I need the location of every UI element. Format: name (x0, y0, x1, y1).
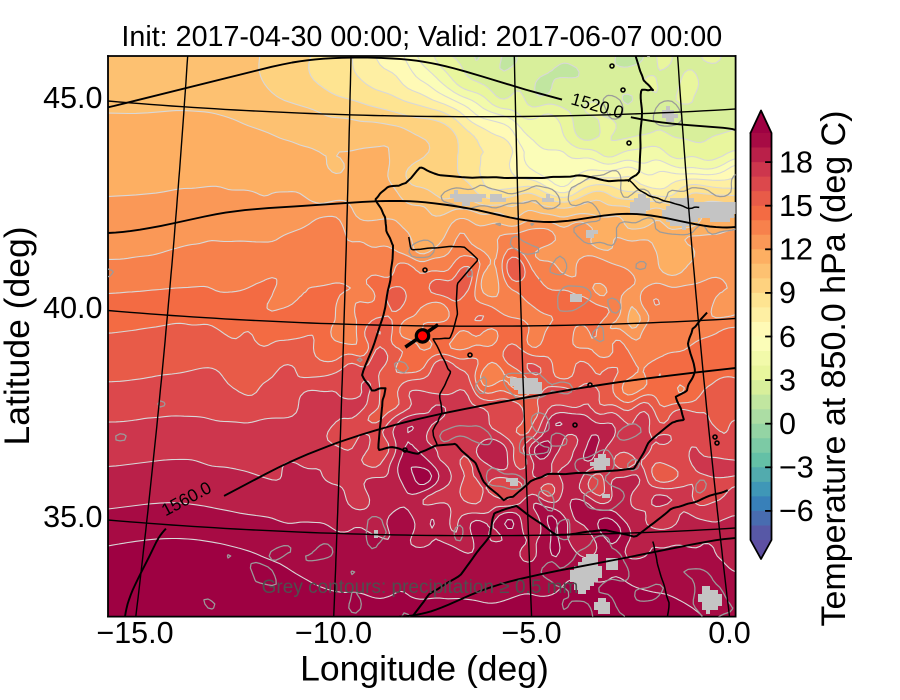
svg-text:12: 12 (779, 233, 813, 267)
svg-text:18: 18 (779, 145, 813, 179)
svg-text:Temperature at 850.0 hPa (deg: Temperature at 850.0 hPa (deg C) (815, 111, 853, 627)
svg-text:35.0: 35.0 (43, 500, 102, 534)
svg-text:Grey contours: precipitation ≥: Grey contours: precipitation ≥ 0.5 mm (262, 577, 579, 598)
svg-text:45.0: 45.0 (43, 81, 102, 115)
svg-text:Longitude (deg): Longitude (deg) (300, 649, 549, 689)
svg-text:40.0: 40.0 (43, 291, 102, 325)
svg-text:3: 3 (779, 363, 796, 397)
svg-text:15: 15 (779, 189, 813, 223)
svg-text:6: 6 (779, 320, 796, 354)
svg-text:Latitude (deg): Latitude (deg) (0, 226, 37, 445)
svg-text:0.0: 0.0 (708, 616, 750, 650)
svg-text:Init: 2017-04-30 00:00; Valid:: Init: 2017-04-30 00:00; Valid: 2017-06-0… (121, 21, 722, 53)
svg-text:−15.0: −15.0 (96, 616, 173, 650)
svg-text:0: 0 (779, 407, 796, 441)
svg-text:−5.0: −5.0 (501, 616, 561, 650)
svg-text:9: 9 (779, 276, 796, 310)
svg-text:−3: −3 (779, 451, 814, 485)
svg-text:−10.0: −10.0 (295, 616, 372, 650)
svg-text:−6: −6 (779, 494, 814, 528)
